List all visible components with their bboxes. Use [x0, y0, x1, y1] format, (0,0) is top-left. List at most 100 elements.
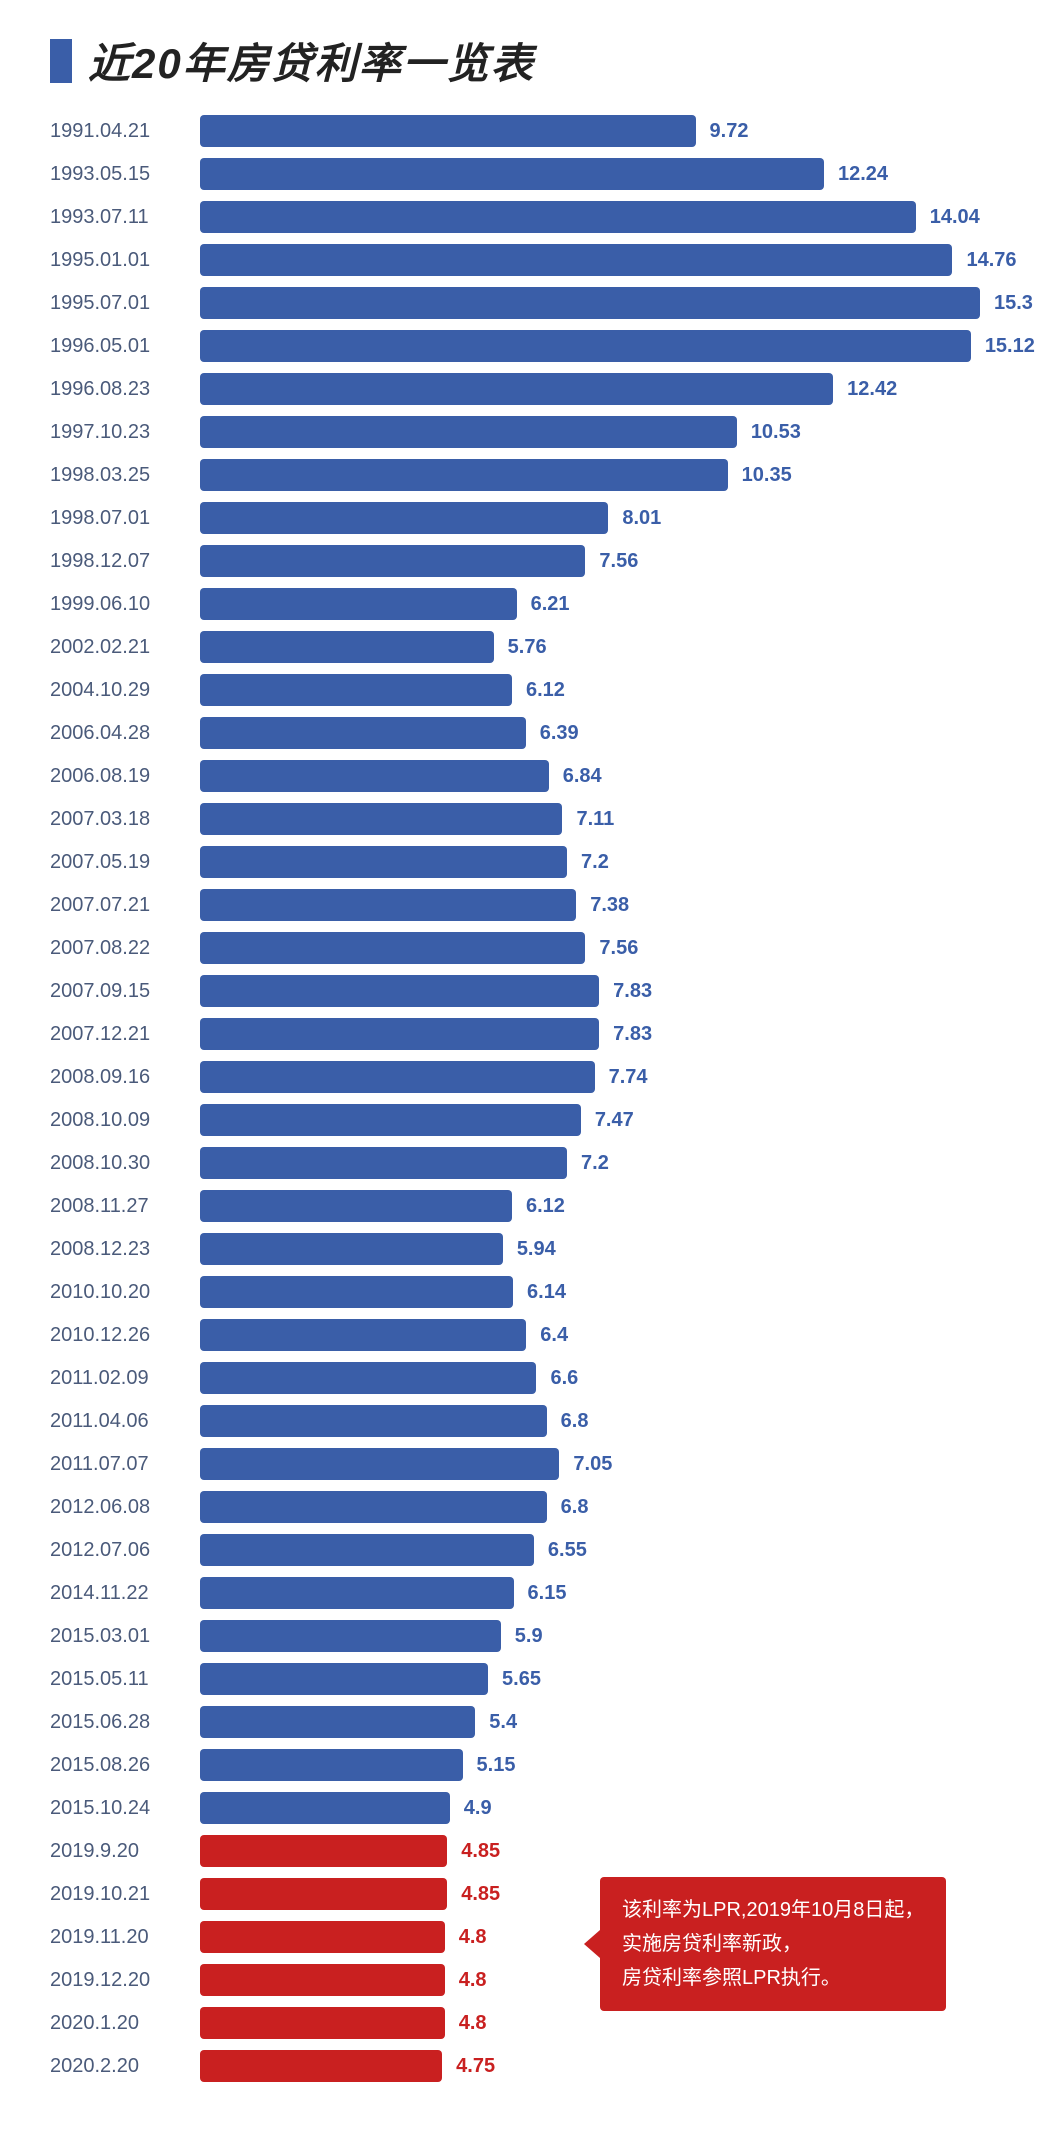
bar-row: 2011.04.066.8	[50, 1401, 1010, 1441]
bar	[200, 1405, 547, 1437]
bar	[200, 201, 916, 233]
chart-title: 近20年房贷利率一览表	[88, 30, 535, 91]
bar-wrap: 4.75	[200, 2050, 1010, 2082]
value-label: 6.4	[540, 1324, 568, 1347]
bar-wrap: 6.15	[200, 1577, 1010, 1609]
date-label: 2015.08.26	[50, 1754, 200, 1777]
date-label: 2011.07.07	[50, 1453, 200, 1476]
date-label: 1993.05.15	[50, 163, 200, 186]
date-label: 2008.10.09	[50, 1109, 200, 1132]
value-label: 7.56	[599, 550, 638, 573]
date-label: 1996.05.01	[50, 335, 200, 358]
bar-wrap: 15.3	[200, 287, 1033, 319]
bar	[200, 1018, 599, 1050]
value-label: 10.35	[742, 464, 792, 487]
bar-wrap: 12.24	[200, 158, 1010, 190]
bar-row: 2007.12.217.83	[50, 1014, 1010, 1054]
bar-wrap: 4.9	[200, 1792, 1010, 1824]
value-label: 7.2	[581, 851, 609, 874]
value-label: 7.05	[573, 1453, 612, 1476]
bar-row: 2015.08.26 5.15	[50, 1745, 1010, 1785]
date-label: 2008.10.30	[50, 1152, 200, 1175]
bar	[200, 803, 562, 835]
value-label: 7.2	[581, 1152, 609, 1175]
callout-box: 该利率为LPR,2019年10月8日起，实施房贷利率新政，房贷利率参照LPR执行…	[600, 1877, 946, 2011]
date-label: 2004.10.29	[50, 679, 200, 702]
bar-wrap: 7.2	[200, 1147, 1010, 1179]
bar-wrap: 5.9	[200, 1620, 1010, 1652]
bar	[200, 1276, 513, 1308]
date-label: 2007.03.18	[50, 808, 200, 831]
bar	[200, 1921, 445, 1953]
bar-row: 2019.9.204.85	[50, 1831, 1010, 1871]
date-label: 2012.06.08	[50, 1496, 200, 1519]
chart-title-row: 近20年房贷利率一览表	[50, 30, 1010, 91]
value-label: 4.8	[459, 2012, 487, 2035]
bar-wrap: 6.8	[200, 1491, 1010, 1523]
bar-wrap: 6.84	[200, 760, 1010, 792]
value-label: 6.39	[540, 722, 579, 745]
bar	[200, 932, 585, 964]
value-label: 12.24	[838, 163, 888, 186]
value-label: 9.72	[710, 120, 749, 143]
bar-row: 1998.03.2510.35	[50, 455, 1010, 495]
bar-row: 2002.02.215.76	[50, 627, 1010, 667]
date-label: 2011.02.09	[50, 1367, 200, 1390]
date-label: 2010.10.20	[50, 1281, 200, 1304]
bar-row: 2008.10.097.47	[50, 1100, 1010, 1140]
bar-wrap: 6.39	[200, 717, 1010, 749]
bar-row: 2015.06.285.4	[50, 1702, 1010, 1742]
bar-wrap: 9.72	[200, 115, 1010, 147]
bar-wrap: 6.14	[200, 1276, 1010, 1308]
date-label: 2002.02.21	[50, 636, 200, 659]
bar-row: 2008.10.30 7.2	[50, 1143, 1010, 1183]
bar-row: 1991.04.21 9.72	[50, 111, 1010, 151]
bar	[200, 975, 599, 1007]
bar-row: 2010.12.266.4	[50, 1315, 1010, 1355]
date-label: 2006.04.28	[50, 722, 200, 745]
bar	[200, 1792, 450, 1824]
value-label: 6.84	[563, 765, 602, 788]
bar-row: 2011.02.09 6.6	[50, 1358, 1010, 1398]
value-label: 15.3	[994, 292, 1033, 315]
date-label: 2015.10.24	[50, 1797, 200, 1820]
date-label: 2019.9.20	[50, 1840, 200, 1863]
bar	[200, 1491, 547, 1523]
bar	[200, 1577, 514, 1609]
callout-line: 该利率为LPR,2019年10月8日起，	[622, 1893, 924, 1927]
bar	[200, 1233, 503, 1265]
bar	[200, 1534, 534, 1566]
value-label: 6.12	[526, 1195, 565, 1218]
bar-row: 2007.09.157.83	[50, 971, 1010, 1011]
bar	[200, 545, 585, 577]
bar	[200, 115, 696, 147]
bar-row: 2008.09.167.74	[50, 1057, 1010, 1097]
bar-row: 2006.08.196.84	[50, 756, 1010, 796]
date-label: 1999.06.10	[50, 593, 200, 616]
bar-wrap: 15.12	[200, 330, 1035, 362]
date-label: 2019.11.20	[50, 1926, 200, 1949]
date-label: 2008.11.27	[50, 1195, 200, 1218]
bar-row: 1996.08.2312.42	[50, 369, 1010, 409]
date-label: 1996.08.23	[50, 378, 200, 401]
bar-wrap: 6.55	[200, 1534, 1010, 1566]
bar	[200, 2050, 442, 2082]
date-label: 2008.12.23	[50, 1238, 200, 1261]
bar-row: 2008.11.27 6.12	[50, 1186, 1010, 1226]
bar	[200, 459, 728, 491]
bar-row: 1998.07.018.01	[50, 498, 1010, 538]
value-label: 6.8	[561, 1410, 589, 1433]
bar-wrap: 4.85	[200, 1835, 1010, 1867]
value-label: 6.6	[550, 1367, 578, 1390]
bar-wrap: 7.56	[200, 545, 1010, 577]
date-label: 1991.04.21	[50, 120, 200, 143]
date-label: 2008.09.16	[50, 1066, 200, 1089]
bar-row: 1993.07.1114.04	[50, 197, 1010, 237]
bar-row: 1999.06.106.21	[50, 584, 1010, 624]
value-label: 14.76	[966, 249, 1016, 272]
bar-row: 2012.07.066.55	[50, 1530, 1010, 1570]
value-label: 5.15	[477, 1754, 516, 1777]
bar-row: 1996.05.0115.12	[50, 326, 1010, 366]
bar	[200, 2007, 445, 2039]
date-label: 2007.05.19	[50, 851, 200, 874]
